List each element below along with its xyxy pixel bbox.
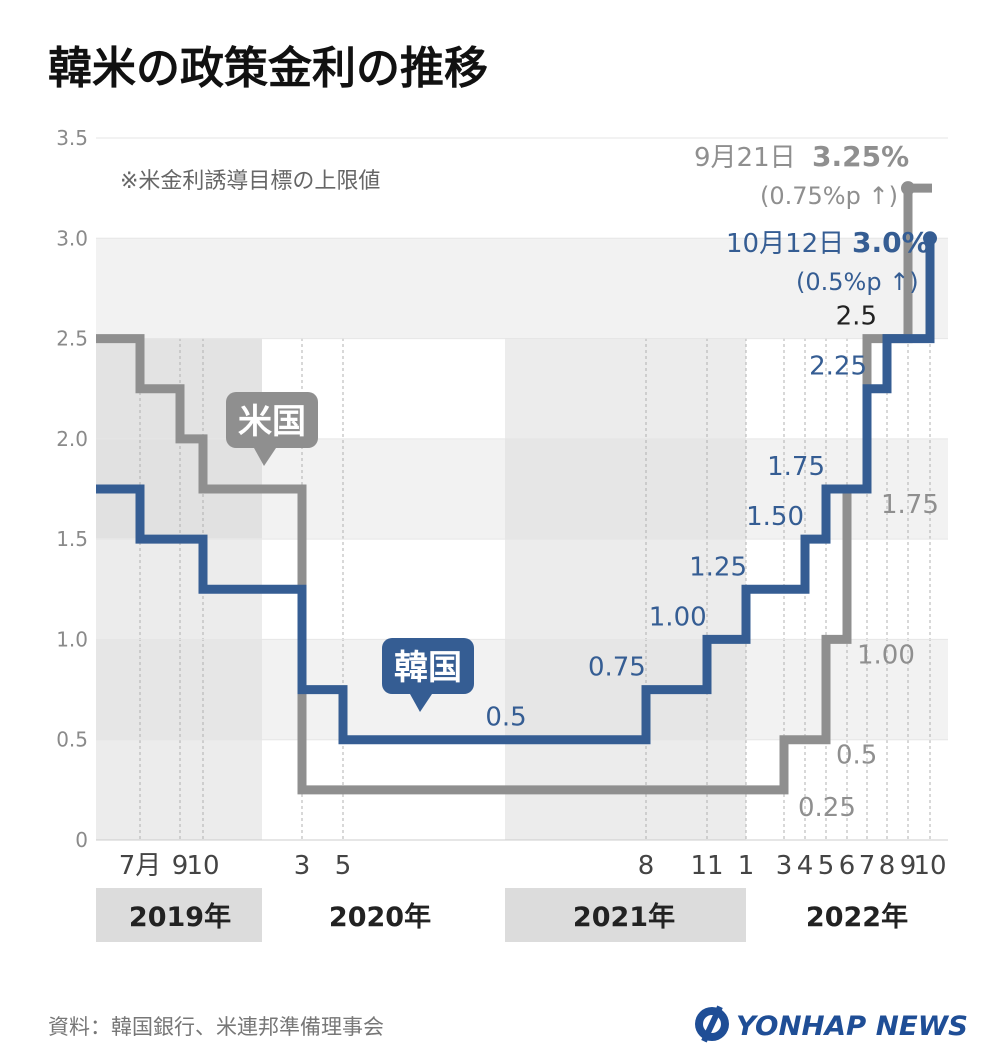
end-label-korea-value: 3.0% [852, 226, 930, 259]
callout-korea: 韓国 [382, 638, 474, 712]
data-label-korea: 1.25 [689, 552, 747, 582]
x-tick-label: 6 [839, 851, 856, 881]
x-tick-label: 5 [335, 851, 352, 881]
x-tick-label: 9 [172, 851, 189, 881]
year-shade-label-bg [96, 888, 262, 942]
logo-text: YONHAP NEWS [736, 1011, 968, 1042]
band [96, 238, 948, 339]
callout-us: 米国 [226, 392, 318, 466]
end-label-korea-date: 10月12日 [726, 229, 844, 259]
data-label-korea: 2.25 [809, 352, 867, 382]
data-label-us: 1.00 [857, 640, 915, 670]
series-line-korea [96, 238, 935, 745]
year-label: 2021年 [573, 901, 675, 933]
x-tick-label: 1 [738, 851, 755, 881]
data-label-korea: 0.5 [485, 703, 526, 733]
data-label-korea: 1.75 [767, 452, 825, 482]
data-label-us: 0.5 [836, 741, 877, 771]
end-label-us-date: 9月21日 [694, 143, 796, 173]
y-tick-label: 2.5 [56, 327, 88, 351]
series-lines [96, 181, 937, 795]
data-labels: 0.250.51.001.750.50.751.001.251.501.752.… [485, 302, 939, 823]
data-label-korea: 1.00 [649, 602, 707, 632]
year-label: 2019年 [129, 901, 231, 933]
data-label-korea: 2.5 [836, 302, 877, 332]
y-tick-label: 1.0 [56, 627, 88, 651]
x-tick-label: 7月 [119, 851, 162, 881]
callout-us-tail [254, 448, 276, 466]
y-tick-label: 3.5 [56, 126, 88, 150]
x-tick-label: 4 [797, 851, 814, 881]
year-shade [505, 338, 746, 840]
year-label: 2022年 [806, 901, 908, 933]
x-tick-label: 10 [913, 851, 946, 881]
end-labels: 9月21日 3.25% (0.75%p ↑) 10月12日 3.0% (0.5%p ↑) [694, 140, 930, 296]
callout-us-bubble [226, 392, 318, 448]
year-shade-label-bg [505, 888, 746, 942]
page-title: 韓米の政策金利の推移 [48, 43, 488, 94]
end-label-us-change: (0.75%p ↑) [760, 182, 898, 210]
x-tick-label: 3 [294, 851, 311, 881]
x-tick-label: 9 [900, 851, 917, 881]
year-labels: 2019年 2020年 2021年 2022年 [129, 901, 908, 933]
source-note: 資料：韓国銀行、米連邦準備理事会 [48, 1015, 384, 1039]
data-label-korea: 1.50 [746, 502, 804, 532]
x-tick-label: 8 [879, 851, 896, 881]
x-tick-label: 10 [186, 851, 219, 881]
yonhap-logo: YONHAP NEWS [695, 1005, 968, 1043]
end-label-us-value: 3.25% [812, 140, 909, 173]
y-tick-label: 0.5 [56, 728, 88, 752]
x-tick-label: 7 [859, 851, 876, 881]
data-label-us: 1.75 [881, 490, 939, 520]
callout-korea-bubble [382, 638, 474, 694]
x-tick-label: 5 [818, 851, 835, 881]
x-axis: 7月 910 3 5 8 11 1 3 4 5 6 7 8 910 [96, 839, 948, 881]
data-label-us: 0.25 [798, 793, 856, 823]
series-end-dot-korea [923, 231, 937, 246]
chart-note: ※米金利誘導目標の上限値 [120, 169, 380, 194]
x-tick-label: 8 [638, 851, 655, 881]
y-tick-label: 3.0 [56, 226, 88, 250]
callout-korea-tail [410, 694, 432, 712]
year-shading [96, 338, 746, 942]
y-tick-label: 0 [75, 828, 88, 852]
year-label: 2020年 [329, 901, 431, 933]
callout-korea-text: 韓国 [394, 648, 462, 688]
series-line-us [96, 183, 932, 795]
y-tick-label: 1.5 [56, 527, 88, 551]
series-end-dot-us [901, 181, 915, 196]
x-tick-label: 11 [690, 851, 723, 881]
x-tick-label: 3 [776, 851, 793, 881]
logo-mark-slash-icon [701, 1005, 723, 1043]
callout-us-text: 米国 [238, 402, 306, 442]
data-label-korea: 0.75 [588, 653, 646, 683]
y-tick-label: 2.0 [56, 427, 88, 451]
end-label-korea-change: (0.5%p ↑) [796, 268, 919, 296]
